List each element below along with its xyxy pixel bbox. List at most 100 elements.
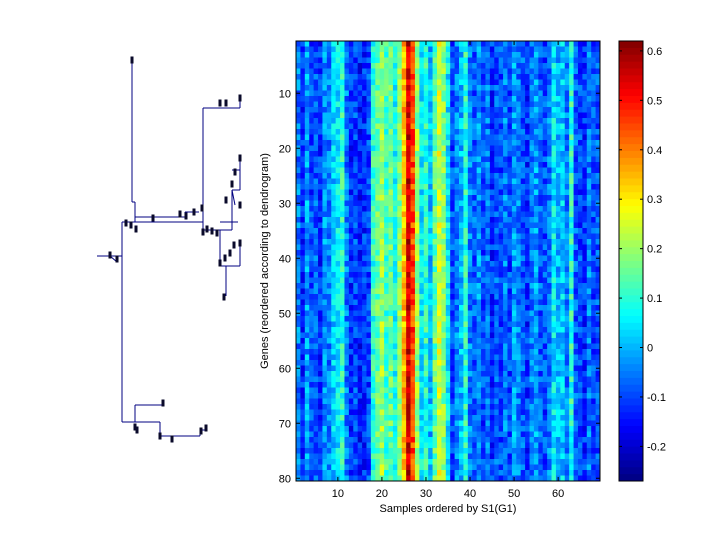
heatmap-cell [379,365,385,372]
heatmap-cell [419,305,425,311]
heatmap-cell [516,294,522,300]
heatmap-cell [498,222,504,229]
heatmap-cell [529,233,535,240]
heatmap-cell [586,118,592,124]
heatmap-cell [362,294,367,300]
heatmap-cell [326,349,332,355]
dendrogram-leaf-marker [199,427,203,435]
heatmap-cell [450,118,456,124]
heatmap-cell [326,46,332,53]
heatmap-cell [586,74,592,80]
heatmap-cell [525,299,530,306]
heatmap-cell [476,244,482,251]
heatmap-cell [362,393,367,399]
heatmap-cell [419,288,425,295]
heatmap-cell [326,415,332,421]
heatmap-cell [564,415,570,421]
heatmap-cell [450,382,456,388]
heatmap-cell [529,85,535,91]
heatmap-cell [318,376,323,383]
heatmap-cell [313,409,319,416]
heatmap-cell [582,371,588,377]
heatmap-cell [309,173,315,179]
heatmap-cell [463,178,469,185]
heatmap-cell [366,123,372,130]
heatmap-cell [450,233,456,240]
heatmap-cell [489,85,495,91]
heatmap-cell [525,294,530,300]
heatmap-cell [547,85,552,91]
heatmap-cell [370,101,376,108]
heatmap-cell [520,272,526,278]
heatmap-cell [436,404,442,410]
heatmap-cell [388,288,394,295]
heatmap-cell [340,244,345,251]
heatmap-cell [300,184,306,190]
heatmap-cell [392,206,398,212]
heatmap-cell [401,211,407,218]
heatmap-cell [555,79,561,86]
heatmap-cell [511,321,517,328]
heatmap-cell [547,354,552,361]
heatmap-cell [326,41,332,47]
heatmap-cell [384,415,389,421]
heatmap-cell [577,195,583,201]
heatmap-cell [525,360,530,366]
heatmap-cell [564,90,570,97]
heatmap-cell [331,46,337,53]
heatmap-cell [436,107,442,113]
heatmap-cell [441,371,447,377]
heatmap-cell [357,409,363,416]
heatmap-cell [577,178,583,185]
heatmap-cell [423,118,429,124]
heatmap-cell [322,415,328,421]
heatmap-cell [410,365,416,372]
heatmap-cell [503,228,508,234]
heatmap-cell [419,360,425,366]
heatmap-cell [362,85,367,91]
heatmap-cell [459,365,464,372]
heatmap-cell [406,338,411,344]
heatmap-cell [542,409,548,416]
heatmap-cell [503,327,508,333]
heatmap-cell [463,57,469,64]
heatmap-cell [577,74,583,80]
heatmap-cell [370,118,376,124]
heatmap-cell [555,382,561,388]
heatmap-cell [353,52,359,58]
heatmap-cell [432,398,438,405]
heatmap-cell [370,123,376,130]
heatmap-cell [406,393,411,399]
heatmap-cell [353,250,359,256]
heatmap-cell [533,393,539,399]
heatmap-cell [322,123,328,130]
heatmap-cell [410,63,416,69]
heatmap-cell [401,426,407,432]
heatmap-cell [538,305,544,311]
heatmap-cell [388,272,394,278]
heatmap-cell [300,68,306,75]
heatmap-cell [313,200,319,207]
heatmap-cell [547,332,552,339]
heatmap-cell [560,332,566,339]
heatmap-cell [551,167,557,174]
heatmap-cell [551,244,557,251]
heatmap-cell [379,266,385,273]
heatmap-cell [498,85,504,91]
heatmap-cell [384,90,389,97]
heatmap-cell [507,140,513,146]
heatmap-cell [573,57,579,64]
heatmap-cell [406,233,411,240]
heatmap-cell [366,101,372,108]
heatmap-cell [419,365,425,372]
heatmap-cell [516,178,522,185]
heatmap-cell [423,382,429,388]
heatmap-cell [357,195,363,201]
heatmap-cell [401,156,407,163]
heatmap-cell [300,431,306,438]
heatmap-cell [318,316,323,322]
heatmap-cell [318,101,323,108]
heatmap-cell [591,52,596,58]
heatmap-cell [366,46,372,53]
heatmap-cell [326,299,332,306]
